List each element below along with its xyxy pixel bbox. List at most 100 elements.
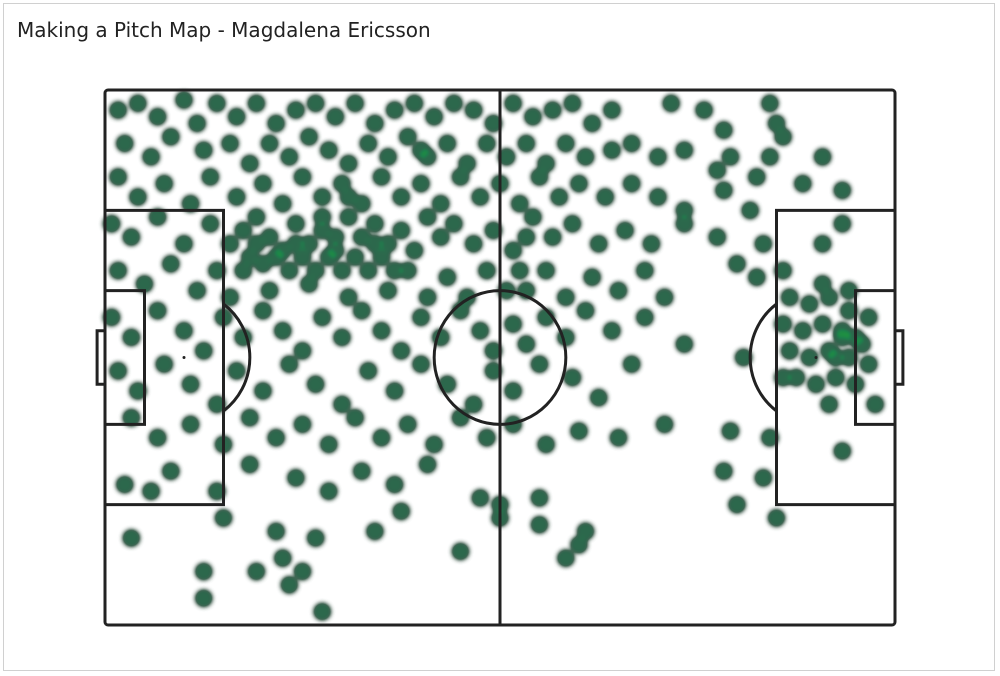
- touch-point: [741, 201, 759, 219]
- touch-point: [728, 496, 746, 514]
- touch-point: [129, 94, 147, 112]
- touch-point: [155, 175, 173, 193]
- touch-point: [175, 235, 193, 253]
- touch-point: [721, 422, 739, 440]
- penalty-spot: [182, 356, 186, 359]
- touch-point: [241, 456, 259, 473]
- touch-point: [517, 335, 535, 353]
- touch-point: [320, 482, 338, 500]
- touch-point: [122, 409, 140, 427]
- touch-point: [340, 188, 358, 206]
- touch-point: [800, 295, 818, 313]
- touch-point: [122, 328, 140, 346]
- touch-point: [346, 409, 364, 427]
- touch-point: [274, 322, 292, 340]
- touch-point: [432, 228, 450, 246]
- touch-point: [787, 369, 805, 387]
- touch-point: [623, 135, 641, 152]
- touch-point: [175, 322, 193, 340]
- touch-point: [768, 114, 785, 132]
- touch-point: [208, 482, 226, 500]
- touch-point: [636, 308, 654, 326]
- touch-point: [379, 282, 397, 300]
- touch-point: [412, 175, 430, 193]
- touch-point: [715, 462, 733, 480]
- touch-point: [794, 322, 812, 340]
- touch-point: [280, 576, 298, 594]
- touch-point: [129, 188, 147, 206]
- touch-point: [274, 549, 292, 567]
- touch-point: [840, 349, 858, 366]
- touch-point: [294, 563, 311, 580]
- chart-title: Making a Pitch Map - Magdalena Ericsson: [17, 18, 431, 42]
- touch-point: [577, 302, 595, 320]
- touch-point: [458, 155, 476, 173]
- touch-point: [761, 429, 779, 447]
- touch-point: [596, 188, 614, 206]
- touch-point: [136, 275, 153, 293]
- touch-point: [366, 235, 384, 253]
- touch-point: [353, 302, 371, 320]
- touch-point: [234, 262, 252, 280]
- touch-point: [860, 355, 878, 373]
- touch-point: [577, 148, 595, 166]
- touch-point: [550, 188, 568, 206]
- touch-point: [366, 215, 384, 233]
- touch-point: [537, 262, 555, 280]
- touch-point: [471, 188, 489, 206]
- touch-point: [504, 94, 522, 112]
- touch-point: [228, 108, 246, 126]
- touch-point: [392, 188, 410, 206]
- touch-point: [188, 114, 206, 132]
- touch-point: [142, 482, 160, 500]
- touch-point: [860, 308, 878, 326]
- touch-point: [649, 148, 667, 166]
- touch-point: [840, 302, 858, 320]
- touch-point: [438, 135, 456, 152]
- touch-point: [405, 94, 423, 112]
- touch-point: [484, 342, 502, 360]
- touch-point: [386, 476, 404, 494]
- touch-point: [649, 188, 667, 206]
- touch-point: [149, 208, 167, 226]
- touch-point: [531, 489, 548, 507]
- touch-point: [247, 235, 265, 253]
- touch-point: [386, 262, 404, 280]
- touch-point: [267, 114, 285, 132]
- touch-point: [603, 322, 621, 340]
- touch-point: [234, 221, 252, 239]
- touch-point: [794, 175, 812, 193]
- touch-point: [294, 415, 311, 433]
- touch-point: [399, 262, 417, 280]
- touch-point: [642, 235, 660, 253]
- touch-point: [162, 128, 180, 146]
- touch-point: [715, 121, 733, 139]
- touch-point: [228, 188, 246, 206]
- touch-point: [208, 262, 226, 280]
- touch-point: [175, 91, 193, 109]
- touch-point: [814, 275, 832, 293]
- touch-point: [346, 248, 364, 266]
- touch-point: [359, 135, 377, 152]
- touch-point: [182, 415, 200, 433]
- touch-point: [675, 141, 693, 159]
- touch-point: [201, 215, 219, 233]
- touch-point: [333, 395, 351, 413]
- touch-point: [511, 262, 529, 280]
- touch-point: [768, 509, 785, 527]
- touch-point: [162, 255, 180, 273]
- touch-point: [313, 208, 331, 226]
- touch-point: [517, 135, 535, 152]
- touch-point: [531, 355, 548, 373]
- touch-point: [392, 221, 410, 239]
- touch-point: [182, 195, 200, 213]
- touch-point: [656, 288, 674, 306]
- touch-point: [570, 175, 588, 193]
- touch-point: [465, 101, 483, 119]
- touch-point: [761, 148, 779, 166]
- touch-point: [399, 415, 417, 433]
- penalty-arc: [748, 302, 778, 413]
- touch-point: [195, 141, 213, 159]
- touch-point: [307, 94, 325, 112]
